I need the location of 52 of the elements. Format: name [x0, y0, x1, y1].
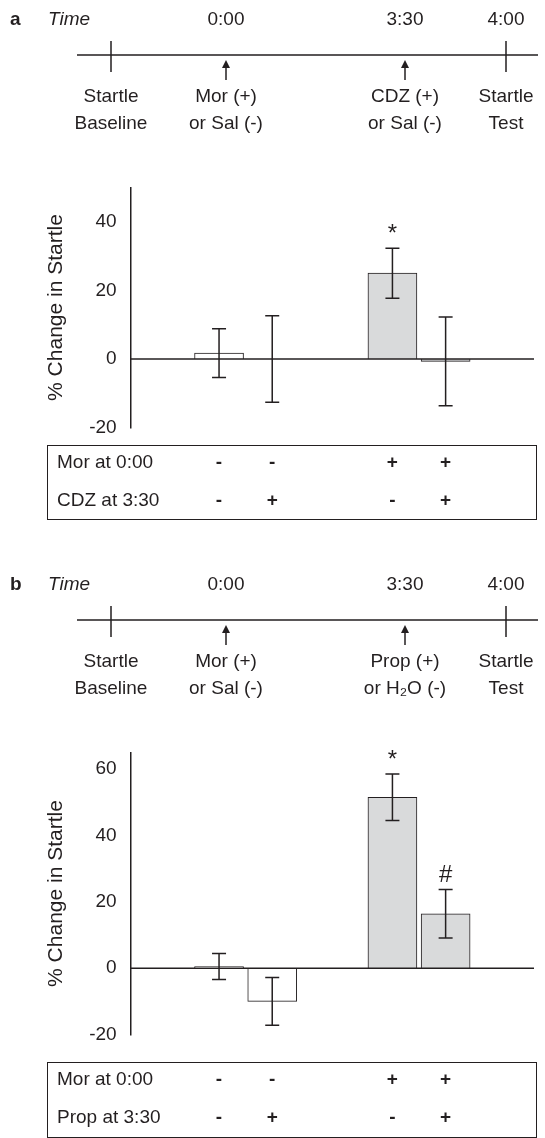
text: CDZ (+) or Sal (-) — [368, 84, 442, 135]
text: Prop at 3:30 — [57, 1106, 161, 1128]
text: Startle Baseline — [74, 84, 148, 135]
text: - — [389, 488, 396, 511]
text: - — [215, 1106, 223, 1128]
text: Prop (+) or H₂O (-) — [363, 649, 447, 700]
text: + — [266, 488, 278, 511]
text: Time — [48, 573, 91, 595]
data-label: # — [438, 860, 453, 888]
text: 4:00 — [487, 8, 525, 30]
data-label: * — [387, 744, 398, 772]
text: 3:30 — [386, 8, 424, 30]
y-tick-label: 0 — [106, 347, 117, 369]
y-tick-label: 0 — [106, 956, 117, 978]
text: - — [215, 488, 223, 511]
chart-title: b — [10, 573, 22, 595]
text: - — [389, 1106, 396, 1128]
text: Mor (+) or Sal (-) — [189, 84, 263, 135]
text: Startle Baseline — [74, 649, 148, 700]
y-tick-label: 20 — [95, 278, 117, 300]
text: Mor at 0:00 — [57, 451, 154, 473]
text: - — [215, 451, 223, 473]
y-tick-label: 20 — [95, 890, 117, 912]
text: 0:00 — [207, 573, 245, 595]
y-tick-label: 40 — [95, 823, 117, 845]
text: + — [386, 451, 398, 473]
text: Mor (+) or Sal (-) — [189, 649, 263, 700]
chart-title: a — [10, 8, 21, 30]
text: - — [215, 1068, 223, 1090]
text: CDZ at 3:30 — [57, 488, 160, 511]
text: 4:00 — [487, 573, 525, 595]
y-axis-title: % Change in Startle — [43, 800, 67, 987]
y-tick-label: -20 — [89, 415, 117, 437]
text: 0:00 — [207, 8, 245, 30]
text: - — [269, 1068, 276, 1090]
text: Startle Test — [478, 84, 534, 135]
text: + — [440, 1068, 452, 1090]
text: Mor at 0:00 — [57, 1068, 154, 1090]
y-tick-label: 40 — [95, 209, 117, 231]
y-tick-label: 60 — [95, 757, 117, 779]
text: + — [266, 1106, 278, 1128]
text: + — [440, 1106, 452, 1128]
y-tick-label: -20 — [89, 1022, 117, 1044]
text: Time — [48, 8, 91, 30]
text: + — [440, 488, 452, 511]
text: Startle Test — [478, 649, 534, 700]
data-label: * — [387, 218, 398, 246]
text: - — [269, 451, 276, 473]
text: + — [440, 451, 452, 473]
y-axis-title: % Change in Startle — [43, 214, 67, 401]
text: + — [386, 1068, 398, 1090]
text: 3:30 — [386, 573, 424, 595]
